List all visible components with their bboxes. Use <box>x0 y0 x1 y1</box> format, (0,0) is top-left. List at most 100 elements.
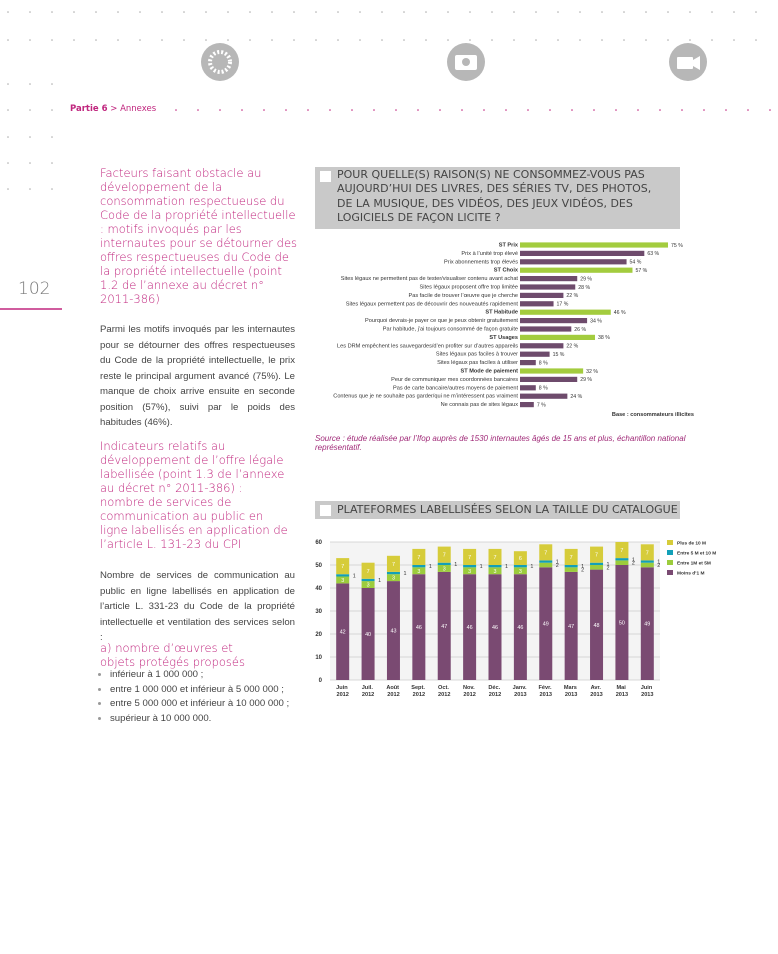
value-label: 8 % <box>539 386 548 392</box>
subsection: Annexes <box>120 104 157 114</box>
section-header: Partie 6 > Annexes <box>70 104 156 114</box>
dot <box>703 109 705 111</box>
dot <box>293 11 295 13</box>
dot <box>293 39 295 41</box>
value-label: 26 % <box>574 327 586 333</box>
bar-segment <box>590 546 604 563</box>
dot <box>249 39 251 41</box>
segment-label: 2 <box>657 563 660 569</box>
bar-segment <box>463 548 477 565</box>
dot <box>469 39 471 41</box>
bar-segment <box>463 567 477 575</box>
bar-segment <box>590 565 604 570</box>
dot <box>73 11 75 13</box>
legend-label: Moins d’1 M <box>677 571 704 577</box>
bar-segment <box>513 551 527 565</box>
category-label: Peur de communiquer mes coordonnées banc… <box>391 377 518 383</box>
bar-segment <box>564 548 578 565</box>
x-tick-label: Juin 2012 <box>336 685 349 698</box>
category-label: Sites légaux pas faciles à utiliser <box>437 360 518 366</box>
chart-title: POUR QUELLE(S) RAISON(S) NE CONSOMMEZ-VO… <box>337 168 652 224</box>
list-item: entre 5 000 000 et inférieur à 10 000 00… <box>110 697 310 712</box>
bar-segment <box>615 542 629 559</box>
x-tick-label: Mars 2013 <box>564 685 579 698</box>
dot <box>219 109 221 111</box>
segment-label: 43 <box>390 629 396 635</box>
dot <box>549 109 551 111</box>
bar-segment <box>564 565 578 568</box>
dot <box>29 83 31 85</box>
dot <box>7 188 9 190</box>
segment-label: 1 <box>530 564 533 570</box>
list-item: supérieur à 10 000 000. <box>110 712 310 727</box>
bar-segment <box>412 565 426 568</box>
dot <box>645 39 647 41</box>
bar-segment <box>463 574 477 680</box>
dot <box>667 39 669 41</box>
category-label: ST Habitude <box>485 310 518 316</box>
category-label: Sites légaux permettent pas de découvrir… <box>346 301 519 307</box>
segment-label: 1 <box>378 578 381 584</box>
dot <box>359 39 361 41</box>
value-label: 8 % <box>539 360 548 366</box>
dot <box>579 39 581 41</box>
dot <box>681 109 683 111</box>
x-tick-label: Août 2012 <box>386 685 400 698</box>
x-tick-label: Avr. 2013 <box>590 685 602 698</box>
bar-segment <box>336 574 350 577</box>
dot <box>733 11 735 13</box>
x-tick-label: Mai 2013 <box>616 685 628 698</box>
segment-label: 1 <box>505 564 508 570</box>
segment-label: 7 <box>392 562 395 568</box>
segment-label: 6 <box>519 556 522 562</box>
dot <box>227 39 229 41</box>
bar <box>520 242 668 248</box>
bar-segment <box>539 560 553 563</box>
segment-label: 7 <box>646 550 649 556</box>
dot <box>29 11 31 13</box>
dot <box>205 39 207 41</box>
value-label: 24 % <box>570 394 582 400</box>
segment-label: 7 <box>443 553 446 559</box>
segment-label: 1 <box>480 564 483 570</box>
legend-swatch <box>667 560 673 565</box>
paragraph: Parmi les motifs invoqués par les intern… <box>100 324 295 428</box>
dot <box>447 11 449 13</box>
y-tick-label: 20 <box>315 632 322 638</box>
x-tick-label: Janv. 2013 <box>513 685 528 698</box>
segment-label: 1 <box>429 564 432 570</box>
bar-segment <box>437 571 451 680</box>
bar-segment <box>361 578 375 582</box>
dot <box>271 11 273 13</box>
icon-camera-lens <box>462 58 470 66</box>
segment-label: 2 <box>581 568 584 574</box>
segment-label: 46 <box>517 625 523 631</box>
segment-label: 7 <box>620 548 623 554</box>
bar-segment <box>437 562 451 565</box>
bar <box>520 360 536 366</box>
dot <box>183 11 185 13</box>
value-label: 46 % <box>614 310 626 316</box>
bar-segment <box>412 548 426 565</box>
dot <box>51 188 53 190</box>
bar <box>520 259 627 265</box>
title-square <box>320 505 331 516</box>
dot <box>645 11 647 13</box>
y-tick-label: 0 <box>319 678 323 684</box>
dot <box>601 11 603 13</box>
dot <box>747 109 749 111</box>
bar-segment <box>488 548 502 565</box>
bar-segment <box>386 555 400 572</box>
dot <box>29 109 31 111</box>
bar-segment <box>615 558 629 561</box>
category-label: ST Mode de paiement <box>461 369 519 375</box>
dot <box>285 109 287 111</box>
x-tick-label: Nov. 2012 <box>463 685 476 698</box>
value-label: 34 % <box>590 318 602 324</box>
segment-label: 48 <box>594 623 600 629</box>
dot <box>615 109 617 111</box>
dot <box>373 109 375 111</box>
camera-icons <box>201 43 707 81</box>
dot <box>395 109 397 111</box>
value-label: 75 % <box>671 243 683 249</box>
